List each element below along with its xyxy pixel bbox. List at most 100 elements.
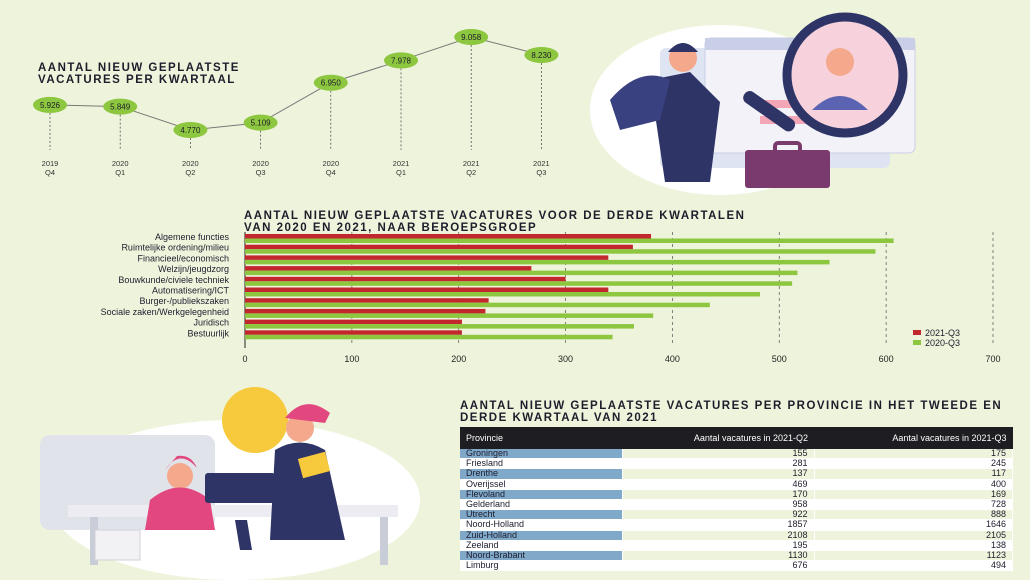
line-x-tick-year: 2021: [463, 159, 480, 168]
line-point: [524, 46, 559, 63]
cell-q2: 137: [622, 468, 815, 480]
cell-q3: 728: [814, 499, 1013, 511]
line-x-tick-quarter: Q1: [396, 168, 406, 177]
table-title: AANTAL NIEUW GEPLAATSTE VACATURES PER PR…: [460, 400, 1003, 424]
cell-q2: 1130: [622, 550, 815, 562]
cell-q2: 155: [622, 449, 815, 460]
line-x-tick-quarter: Q3: [256, 168, 266, 177]
legend-swatch: [913, 330, 921, 335]
bar-category-label: Bestuurlijk: [187, 328, 229, 338]
bar-2021-q3: [245, 330, 462, 335]
line-data-label: 4.770: [180, 126, 201, 135]
bar-2020-q3: [245, 313, 654, 318]
header-province: Provincie: [460, 427, 622, 449]
bar-category-label: Bouwkunde/civiele techniek: [118, 275, 229, 285]
header-q3: Aantal vacatures in 2021-Q3: [814, 427, 1013, 449]
line-data-label: 5.926: [40, 101, 61, 110]
cell-q3: 494: [814, 560, 1013, 572]
bar-2020-q3: [245, 292, 761, 297]
cell-q2: 469: [622, 479, 815, 490]
magnifier-illustration: [590, 12, 916, 195]
line-point: [103, 98, 138, 115]
bar-x-tick: 300: [558, 354, 573, 364]
cell-q3: 888: [814, 509, 1013, 521]
line-data-label: 7.978: [391, 56, 412, 65]
bar-2021-q3: [245, 276, 566, 282]
bar-2020-q3: [245, 281, 793, 286]
bar-chart-title: AANTAL NIEUW GEPLAATSTE VACATURES VOOR D…: [244, 210, 746, 234]
cell-province: Limburg: [460, 560, 623, 572]
bar-2020-q3: [245, 259, 830, 265]
line-point: [33, 96, 67, 113]
bar-x-tick: 700: [985, 354, 1000, 364]
line-x-tick-year: 2020: [112, 159, 129, 168]
table-row: Groningen 155 175: [460, 449, 1013, 460]
line-point: [173, 122, 208, 138]
cell-q3: 1646: [814, 519, 1013, 531]
cell-province: Friesland: [460, 458, 623, 470]
cell-q2: 676: [622, 560, 815, 572]
table-row: Friesland 281 245: [460, 458, 1013, 470]
line-x-tick-year: 2020: [322, 159, 339, 168]
bar-2021-q3: [245, 234, 652, 239]
cell-q2: 195: [622, 540, 815, 551]
office-illustration: [40, 387, 420, 580]
bar-2020-q3: [245, 302, 710, 308]
bar-category-label: Financieel/economisch: [137, 253, 229, 263]
bar-category-label: Automatisering/ICT: [152, 286, 230, 296]
cell-province: Flevoland: [460, 489, 623, 500]
bar-x-tick: 0: [242, 354, 247, 364]
cell-q3: 400: [814, 479, 1013, 490]
bar-2021-q3: [245, 308, 486, 314]
line-data-label: 8.230: [531, 51, 552, 60]
line-x-tick-quarter: Q4: [326, 168, 336, 177]
bar-2021-q3: [245, 287, 609, 292]
bar-x-tick: 200: [451, 354, 466, 364]
cell-province: Utrecht: [460, 509, 623, 521]
line-point: [384, 52, 418, 69]
table-row: Drenthe 137 117: [460, 468, 1013, 480]
bar-x-tick: 100: [344, 354, 359, 364]
bar-2021-q3: [245, 319, 462, 325]
cell-province: Groningen: [460, 449, 623, 460]
table-row: Gelderland 958 728: [460, 499, 1013, 511]
table-row: Noord-Holland 1857 1646: [460, 519, 1013, 531]
bar-category-label: Juridisch: [193, 318, 229, 328]
bar-2021-q3: [245, 298, 489, 303]
line-x-tick-year: 2021: [533, 159, 550, 168]
table-header-row: Provincie Aantal vacatures in 2021-Q2 Aa…: [460, 427, 1013, 449]
bar-2020-q3: [245, 238, 894, 243]
line-data-label: 6.950: [321, 79, 342, 88]
cell-q3: 117: [814, 468, 1013, 480]
bar-category-label: Burger-/publiekszaken: [139, 296, 229, 306]
line-data-label: 9.058: [461, 33, 482, 42]
table-row: Zuid-Holland 2108 2105: [460, 530, 1013, 541]
legend-label: 2020-Q3: [925, 338, 960, 348]
bar-2020-q3: [245, 334, 613, 340]
line-point: [313, 74, 348, 91]
cell-province: Zuid-Holland: [460, 530, 623, 541]
cell-province: Zeeland: [460, 540, 623, 551]
cell-province: Gelderland: [460, 499, 623, 511]
cell-q2: 281: [622, 458, 815, 470]
cell-q3: 169: [814, 489, 1013, 500]
line-x-tick-quarter: Q1: [115, 168, 125, 177]
bar-category-label: Algemene functies: [155, 232, 230, 242]
bar-category-label: Welzijn/jeugdzorg: [158, 264, 229, 274]
line-x-tick-quarter: Q2: [466, 168, 476, 177]
cell-q3: 245: [814, 458, 1013, 470]
cell-q2: 2108: [622, 530, 815, 541]
bar-2020-q3: [245, 324, 634, 329]
bar-2021-q3: [245, 244, 633, 250]
cell-q2: 922: [622, 509, 815, 521]
line-data-label: 5.849: [110, 103, 131, 112]
line-x-tick-quarter: Q4: [45, 168, 55, 177]
cell-province: Drenthe: [460, 468, 623, 480]
line-x-tick-quarter: Q3: [536, 168, 546, 177]
bar-2021-q3: [245, 266, 532, 271]
header-q2: Aantal vacatures in 2021-Q2: [622, 427, 814, 449]
table-row: Flevoland 170 169: [460, 489, 1013, 500]
table-row: Zeeland 195 138: [460, 540, 1013, 551]
